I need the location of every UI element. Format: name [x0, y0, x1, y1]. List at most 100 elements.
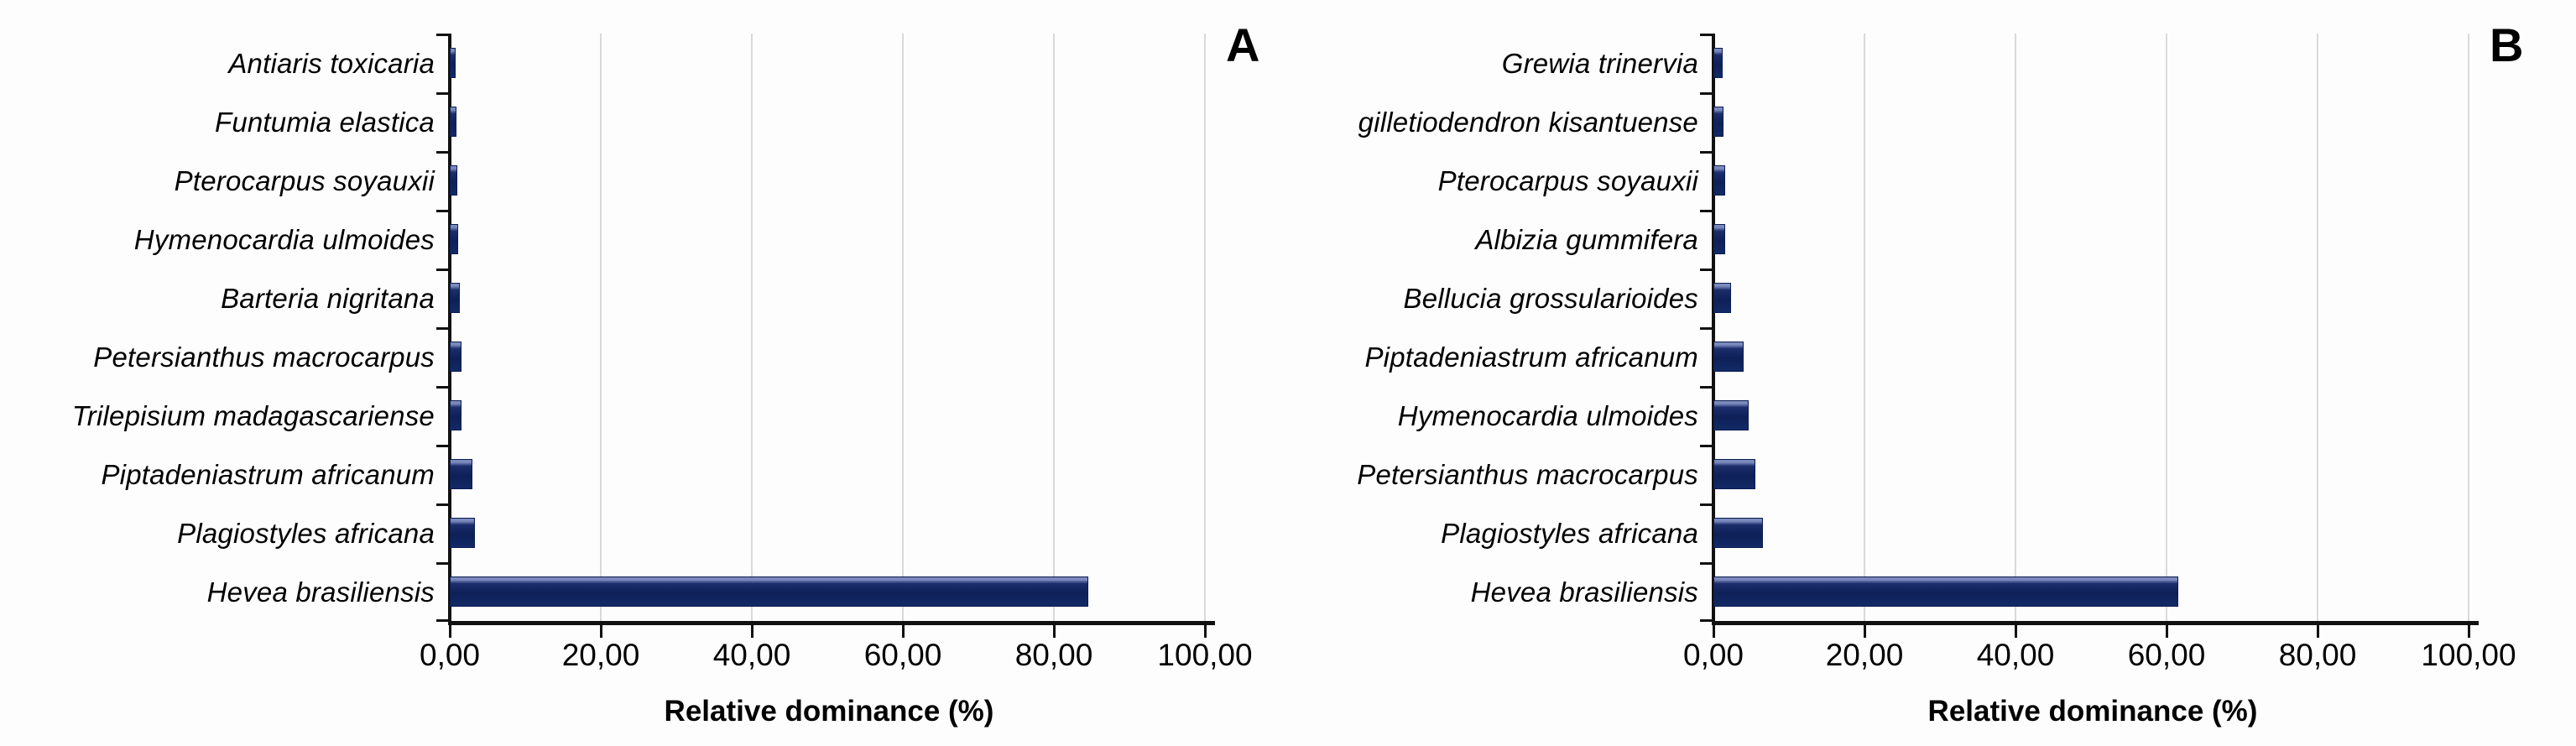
bar-row-7: [1713, 445, 2527, 503]
y-axis-tick: [1700, 619, 1712, 622]
x-axis-tick-20: [1863, 625, 1866, 638]
x-tick-label-100: 100,00: [1157, 638, 1253, 672]
bar-row-8: [1713, 503, 2527, 562]
x-axis-title: Relative dominance (%): [1927, 695, 2258, 728]
gridline-x-60: [2166, 34, 2167, 621]
bar-albizia-gummifera: [1713, 224, 1725, 254]
category-label-2: Pterocarpus soyauxii: [174, 164, 435, 196]
bar-row-7: [450, 445, 1264, 503]
y-axis-tick: [1700, 562, 1712, 565]
panel-a-category-labels: Antiaris toxicaria Funtumia elastica Ptero…: [0, 34, 450, 621]
category-label-4: Barteria nigritana: [221, 282, 435, 314]
x-axis-line: [448, 621, 1215, 625]
y-axis-tick: [1700, 445, 1712, 447]
category-label-6: Trilepisium madagascariense: [71, 399, 435, 431]
category-label-8: Plagiostyles africana: [177, 517, 435, 549]
category-label-9: Hevea brasiliensis: [1470, 576, 1698, 608]
panel-b-category-labels: Grewia trinervia gilletiodendron kisantue…: [1288, 34, 1713, 621]
bar-hevea-brasiliensis: [450, 576, 1088, 607]
x-axis-title: Relative dominance (%): [664, 695, 994, 728]
x-axis-tick-80: [2316, 625, 2319, 638]
bar-petersianthus-macrocarpus: [1713, 459, 1756, 489]
category-label-7: Piptadeniastrum africanum: [101, 458, 435, 490]
x-axis-line: [1712, 621, 2479, 625]
y-axis-tick: [436, 503, 448, 506]
bar-row-4: [1713, 269, 2527, 327]
bar-row-0: [450, 34, 1264, 92]
bar-plagiostyles-africana: [450, 518, 475, 548]
x-axis-tick-40: [750, 625, 754, 638]
panel-a: Antiaris toxicaria Funtumia elastica Ptero…: [0, 22, 1264, 728]
category-label-8: Plagiostyles africana: [1441, 517, 1698, 549]
bar-row-1: [450, 92, 1264, 151]
bar-row-6: [450, 386, 1264, 445]
y-axis-tick: [436, 619, 448, 622]
x-tick-label-80: 80,00: [2278, 638, 2357, 672]
category-label-1: gilletiodendron kisantuense: [1358, 106, 1698, 138]
bar-pterocarpus-soyauxii: [1713, 165, 1725, 196]
category-label-4: Bellucia grossularioides: [1403, 282, 1698, 314]
panel-b-letter: B: [2490, 18, 2524, 71]
bar-piptadeniastrum-africanum: [1713, 342, 1744, 372]
x-axis-tick-100: [2467, 625, 2470, 638]
x-tick-label-80: 80,00: [1014, 638, 1093, 672]
category-label-5: Piptadeniastrum africanum: [1364, 341, 1698, 373]
panel-b-plot-area: Relative dominance (%) B 0,00 20,00 40,00 6…: [1683, 22, 2527, 728]
y-axis-tick: [1700, 503, 1712, 506]
bar-row-6: [1713, 386, 2527, 445]
y-axis-line: [1712, 34, 1715, 623]
y-axis-tick: [436, 269, 448, 271]
gridline-x-80: [1053, 34, 1055, 621]
y-axis-tick: [1700, 210, 1712, 212]
x-tick-label-20: 20,00: [561, 638, 640, 672]
bar-pterocarpus-soyauxii: [450, 165, 457, 196]
bar-row-9: [450, 562, 1264, 621]
x-axis-tick-40: [2014, 625, 2017, 638]
bar-bellucia-grossularioides: [1713, 283, 1731, 313]
gridline-x-100: [1204, 34, 1206, 621]
category-label-9: Hevea brasiliensis: [206, 576, 435, 608]
x-axis-tick-100: [1203, 625, 1207, 638]
bar-hymenocardia-ulmoides: [450, 224, 458, 254]
x-tick-label-60: 60,00: [863, 638, 942, 672]
y-axis-tick: [1700, 327, 1712, 330]
gridline-x-40: [751, 34, 753, 621]
bar-petersianthus-macrocarpus: [450, 342, 461, 372]
bar-row-4: [450, 269, 1264, 327]
panel-b: Grewia trinervia gilletiodendron kisantue…: [1288, 0, 2576, 746]
y-axis-line: [448, 34, 451, 623]
bar-row-3: [1713, 210, 2527, 269]
gridline-x-60: [902, 34, 904, 621]
category-label-0: Grewia trinervia: [1501, 47, 1698, 79]
category-label-0: Antiaris toxicaria: [228, 47, 435, 79]
y-axis-tick: [1700, 386, 1712, 389]
bar-row-1: [1713, 92, 2527, 151]
bar-row-5: [450, 327, 1264, 386]
y-axis-tick: [436, 445, 448, 447]
category-label-3: Hymenocardia ulmoides: [133, 223, 435, 255]
x-tick-label-40: 40,00: [1976, 638, 2055, 672]
y-axis-tick: [436, 151, 448, 154]
x-axis-tick-60: [2165, 625, 2168, 638]
x-tick-label-0: 0,00: [1682, 638, 1744, 672]
bar-funtumia-elastica: [450, 107, 457, 137]
x-tick-label-60: 60,00: [2127, 638, 2206, 672]
bar-hymenocardia-ulmoides: [1713, 400, 1749, 430]
bar-row-3: [450, 210, 1264, 269]
x-axis-tick-20: [599, 625, 602, 638]
bar-hevea-brasiliensis: [1713, 576, 2178, 607]
x-tick-label-0: 0,00: [419, 638, 481, 672]
bar-barteria-nigritana: [450, 283, 460, 313]
x-axis-tick-80: [1052, 625, 1056, 638]
category-label-5: Petersianthus macrocarpus: [93, 341, 435, 373]
bar-row-2: [450, 151, 1264, 210]
y-axis-tick: [436, 92, 448, 95]
y-axis-tick: [1700, 151, 1712, 154]
bar-antiaris-toxicaria: [450, 48, 456, 78]
bar-plagiostyles-africana: [1713, 518, 1764, 548]
bar-piptadeniastrum-africanum: [450, 459, 472, 489]
x-axis-tick-0: [1712, 625, 1715, 638]
y-axis-tick: [1700, 269, 1712, 271]
bar-row-9: [1713, 562, 2527, 621]
gridline-x-40: [2015, 34, 2016, 621]
